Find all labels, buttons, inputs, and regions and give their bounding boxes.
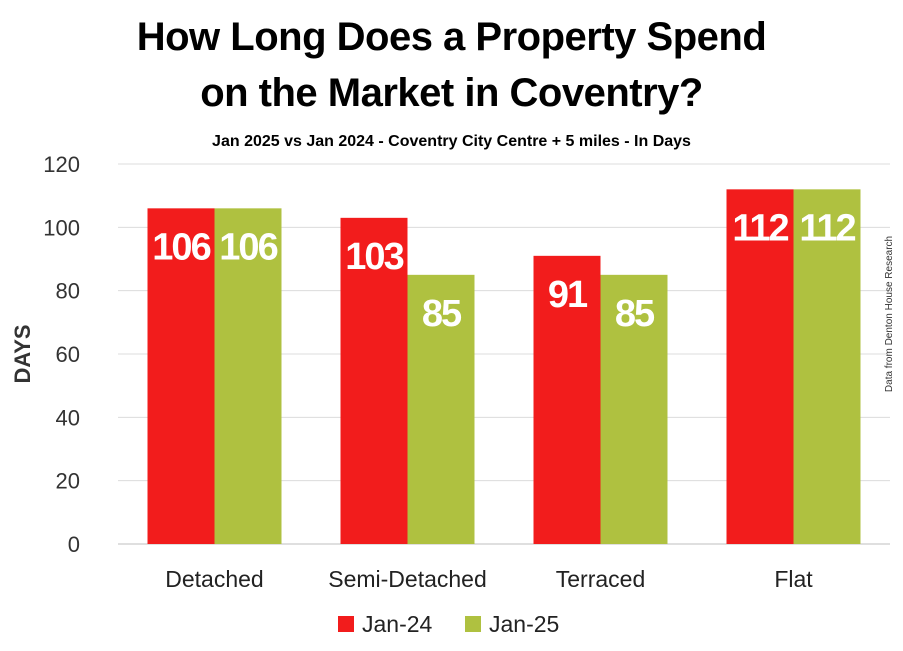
data-labels: 106 106 103 85 91 85 112 112 <box>152 207 857 335</box>
data-label: 85 <box>422 293 462 335</box>
data-label: 112 <box>799 207 855 249</box>
y-tick-label: 60 <box>56 342 80 367</box>
chart-title-line-1: How Long Does a Property Spend <box>136 15 767 59</box>
legend-label: Jan-24 <box>362 611 433 637</box>
chart-subtitle: Jan 2025 vs Jan 2024 - Coventry City Cen… <box>212 133 691 150</box>
legend-swatch <box>338 616 354 632</box>
legend-swatch <box>465 616 481 632</box>
bar-jan-24-detached <box>147 208 215 545</box>
y-tick-label: 20 <box>56 469 80 494</box>
x-category-label: Detached <box>165 566 263 592</box>
chart-title-line-2: on the Market in Coventry? <box>200 71 703 115</box>
y-tick-label: 120 <box>43 152 80 177</box>
y-tick-label: 0 <box>68 532 80 557</box>
x-category-label: Terraced <box>556 566 645 592</box>
x-category-label: Flat <box>774 566 813 592</box>
bar-jan-24-flat <box>726 189 794 545</box>
y-tick-label: 40 <box>56 405 80 430</box>
data-label: 85 <box>615 293 655 335</box>
y-axis-label: DAYS <box>10 324 35 383</box>
bar-jan-25-terraced <box>600 274 668 544</box>
bar-jan-24-terraced <box>533 255 601 545</box>
x-category-label: Semi-Detached <box>328 566 487 592</box>
y-axis-ticks: 0 20 40 60 80 100 120 <box>43 152 80 557</box>
x-axis-categories: Detached Semi-Detached Terraced Flat <box>165 566 813 592</box>
source-note: Data from Denton House Research <box>884 236 895 392</box>
legend-label: Jan-25 <box>489 611 559 637</box>
bar-jan-25-flat <box>793 189 861 545</box>
bar-jan-25-detached <box>214 208 282 545</box>
bar-jan-25-semi-detached <box>407 274 475 544</box>
bar-jan-24-semi-detached <box>340 217 408 545</box>
data-label: 106 <box>219 226 277 268</box>
bars <box>147 189 861 545</box>
y-tick-label: 80 <box>56 279 80 304</box>
data-label: 103 <box>345 236 403 278</box>
legend: Jan-24 Jan-25 <box>338 611 559 637</box>
data-label: 112 <box>732 207 788 249</box>
y-tick-label: 100 <box>43 215 80 240</box>
data-label: 106 <box>152 226 210 268</box>
data-label: 91 <box>548 274 588 316</box>
